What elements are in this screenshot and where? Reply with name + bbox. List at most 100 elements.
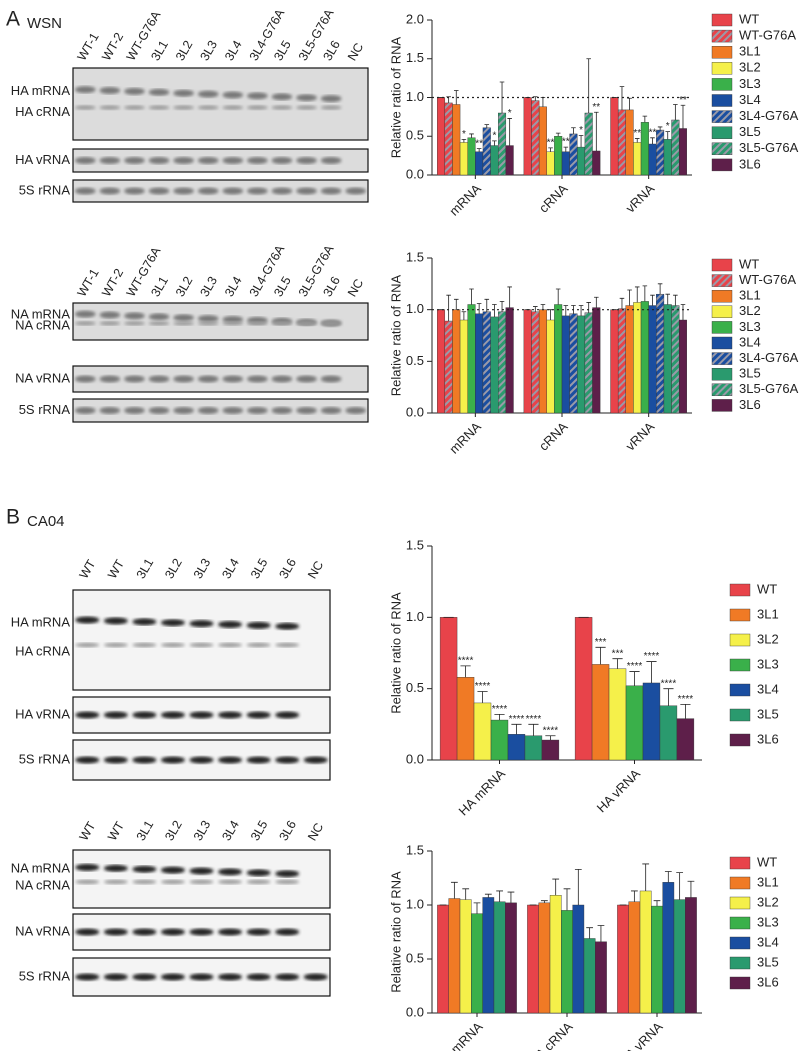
- bar: [444, 320, 453, 414]
- band: [74, 157, 96, 164]
- band: [303, 756, 328, 764]
- y-tick-label: 0.0: [406, 404, 424, 419]
- legend-label: 3L4: [757, 681, 779, 696]
- band: [222, 105, 244, 110]
- blot-label: NA vRNA: [15, 370, 70, 385]
- band: [218, 756, 243, 764]
- bar: [531, 311, 540, 414]
- band: [247, 105, 268, 110]
- error-bar: [484, 124, 490, 128]
- bar: [610, 309, 619, 414]
- bar: [505, 145, 514, 176]
- band: [296, 407, 317, 414]
- band: [246, 869, 271, 877]
- band: [320, 157, 342, 164]
- y-tick-label: 1.0: [406, 609, 424, 624]
- error-bar: [507, 118, 512, 146]
- y-axis-label: Relative ratio of RNA: [388, 36, 403, 158]
- y-tick-label: 0.5: [406, 950, 424, 965]
- legend-swatch: [711, 290, 733, 303]
- lane-label: 3L2: [173, 274, 196, 299]
- band: [218, 973, 243, 981]
- blot-label: HA cRNA: [15, 104, 70, 119]
- bar: [676, 718, 695, 761]
- legend-swatch: [711, 126, 733, 139]
- error-bar: [650, 294, 655, 306]
- blot-label: NA cRNA: [15, 877, 70, 892]
- band: [320, 407, 342, 414]
- band: [320, 375, 342, 383]
- band: [222, 375, 244, 383]
- legend-label: 3L2: [757, 631, 779, 646]
- bar: [541, 739, 560, 761]
- bar: [482, 897, 495, 1014]
- bar: [448, 898, 461, 1014]
- band: [189, 928, 214, 936]
- bar: [459, 142, 468, 176]
- band: [197, 321, 219, 326]
- significance: ****: [526, 714, 542, 725]
- error-bar: [676, 872, 684, 900]
- significance: *: [579, 125, 583, 136]
- error-bar: [586, 302, 591, 313]
- y-tick-label: 0.0: [406, 751, 424, 766]
- legend-swatch: [711, 94, 733, 107]
- significance: **: [592, 102, 600, 113]
- band: [296, 157, 317, 164]
- band: [75, 642, 100, 648]
- lane-label: WT-2: [99, 30, 126, 63]
- band: [99, 407, 121, 414]
- bar: [678, 128, 688, 176]
- band: [173, 375, 194, 383]
- bar: [459, 899, 472, 1014]
- legend-label: 3L3: [739, 319, 761, 334]
- error-bar: [555, 132, 561, 137]
- significance: *: [492, 131, 496, 142]
- band: [222, 407, 244, 414]
- significance: **: [547, 138, 555, 149]
- legend-label: 3L5-G76A: [739, 140, 799, 155]
- lane-label: 3L5: [271, 38, 294, 63]
- band: [197, 90, 219, 98]
- legend-label: 3L6: [739, 156, 761, 171]
- band: [103, 879, 128, 885]
- legend-label: 3L4: [757, 934, 779, 949]
- band: [124, 375, 145, 383]
- band: [74, 105, 96, 110]
- lane-label: WT: [77, 557, 99, 581]
- bar: [473, 702, 492, 761]
- bar: [471, 913, 483, 1014]
- bar: [574, 617, 593, 761]
- legend-label: 3L3: [757, 914, 779, 929]
- blot-label: 5S rRNA: [19, 968, 71, 983]
- error-bar: [484, 298, 490, 312]
- error-bar: [460, 665, 471, 678]
- significance: ****: [475, 681, 491, 692]
- bar: [625, 685, 644, 761]
- band: [75, 928, 100, 936]
- band: [160, 879, 185, 885]
- band: [99, 375, 121, 383]
- band: [148, 105, 170, 110]
- bar: [569, 133, 578, 176]
- band: [103, 973, 128, 981]
- significance: **: [649, 127, 657, 138]
- legend-swatch: [711, 258, 733, 272]
- error-bar: [646, 661, 657, 683]
- lane-label: 3L2: [173, 38, 196, 63]
- band: [189, 756, 214, 764]
- blot: [72, 148, 369, 173]
- legend-label: 3L3: [757, 656, 779, 671]
- legend-swatch: [729, 608, 751, 622]
- y-tick-label: 1.5: [406, 249, 424, 264]
- legend-label: WT-G76A: [739, 28, 796, 43]
- band: [124, 407, 145, 414]
- error-bar: [665, 131, 671, 140]
- band: [197, 407, 219, 414]
- band: [247, 187, 268, 195]
- error-bar: [545, 735, 556, 741]
- lane-label: NC: [305, 559, 326, 582]
- lane-label: NC: [345, 277, 366, 300]
- error-bar: [627, 289, 632, 306]
- bar: [561, 910, 573, 1014]
